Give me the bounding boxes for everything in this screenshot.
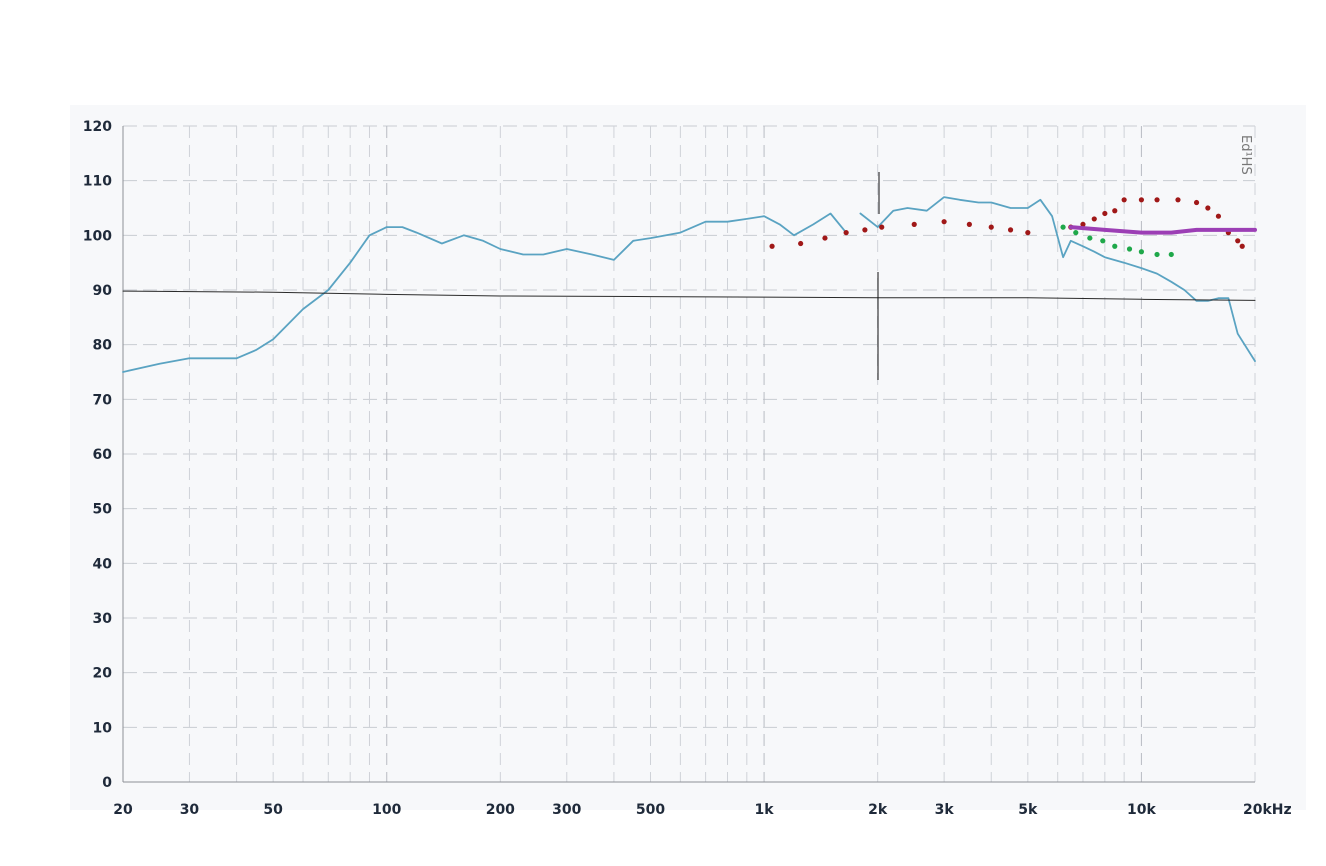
y-tick-label-8: 80: [93, 338, 113, 354]
series-3-point-18: [1138, 197, 1145, 203]
series-4-point-8: [1168, 251, 1174, 258]
y-tick-label-1: 10: [93, 720, 113, 736]
y-tick-label-0: 0: [102, 775, 112, 791]
series-line-5: [1068, 225, 1257, 235]
y-tick-label-4: 40: [93, 556, 113, 572]
series-3-point-7: [941, 219, 947, 225]
series-3-point-9: [988, 224, 994, 230]
series-4-point-3: [1100, 238, 1106, 244]
y-tick-label-10: 100: [83, 228, 112, 244]
series-3-point-2: [822, 235, 828, 241]
x-tick-label-2: 50: [263, 802, 283, 818]
series-layer: [122, 196, 1257, 373]
series-3-point-3: [843, 230, 849, 236]
series-4-point-0: [1060, 224, 1066, 230]
series-3-point-17: [1121, 197, 1127, 203]
y-tick-label-11: 110: [83, 174, 112, 190]
x-tick-label-3: 100: [372, 802, 401, 818]
x-tick-label-1: 30: [180, 802, 200, 818]
series-line-1: [859, 196, 1256, 363]
y-tick-label-12: 120: [83, 119, 112, 135]
series-4-point-7: [1154, 251, 1160, 258]
side-label: Ed¹HS: [1238, 135, 1253, 175]
series-3-point-13: [1080, 221, 1086, 227]
y-tick-label-2: 20: [93, 666, 113, 682]
series-3-point-1: [798, 240, 804, 247]
series-3-point-5: [879, 224, 885, 230]
x-tick-label-10: 5k: [1018, 802, 1038, 818]
series-3-point-21: [1193, 199, 1200, 206]
y-tick-label-9: 90: [93, 283, 113, 299]
y-tick-label-5: 50: [93, 502, 113, 518]
x-tick-label-7: 1k: [755, 802, 775, 818]
series-3-point-16: [1112, 208, 1118, 214]
series-3-point-23: [1215, 213, 1222, 219]
x-tick-label-8: 2k: [868, 802, 888, 818]
x-tick-label-5: 300: [552, 802, 581, 818]
series-3-point-6: [911, 221, 917, 227]
plot-paper: [70, 105, 1306, 810]
series-line-0: [122, 212, 847, 373]
series-3-point-22: [1205, 205, 1211, 211]
series-3-point-8: [966, 221, 972, 227]
y-tick-label-6: 60: [93, 447, 113, 463]
y-tick-label-3: 30: [93, 611, 113, 627]
series-4-point-1: [1073, 230, 1079, 236]
series-3-point-10: [1007, 227, 1014, 233]
y-tick-label-7: 70: [93, 392, 113, 408]
series-line-2: [122, 290, 1256, 301]
grid-layer: [122, 125, 1256, 783]
series-3-point-20: [1175, 197, 1181, 203]
series-3-point-11: [1025, 230, 1031, 236]
x-tick-label-11: 10k: [1127, 802, 1156, 818]
series-4-point-4: [1112, 243, 1118, 249]
x-tick-label-12: 20kHz: [1243, 802, 1292, 818]
x-tick-label-0: 20: [113, 802, 133, 818]
series-4-point-2: [1087, 235, 1093, 241]
series-3-point-14: [1091, 216, 1097, 222]
series-3-point-0: [769, 243, 775, 249]
series-3-point-25: [1235, 238, 1241, 244]
x-tick-labels: 20 30 50 100 200 300 500 1k 2k 3k 5k 10k 20kHz: [113, 802, 1291, 818]
series-4-point-5: [1126, 246, 1133, 252]
series-3-point-15: [1102, 210, 1108, 217]
series-3-point-26: [1239, 243, 1245, 249]
x-tick-label-4: 200: [486, 802, 515, 818]
series-3-point-4: [862, 227, 868, 233]
x-tick-label-6: 500: [636, 802, 665, 818]
y-tick-labels: 0 10 20 30 40 50 60 70 80 90 100 110 120: [83, 119, 112, 791]
series-4-point-6: [1138, 249, 1145, 255]
x-tick-label-9: 3k: [935, 802, 955, 818]
series-3-point-19: [1154, 197, 1160, 203]
